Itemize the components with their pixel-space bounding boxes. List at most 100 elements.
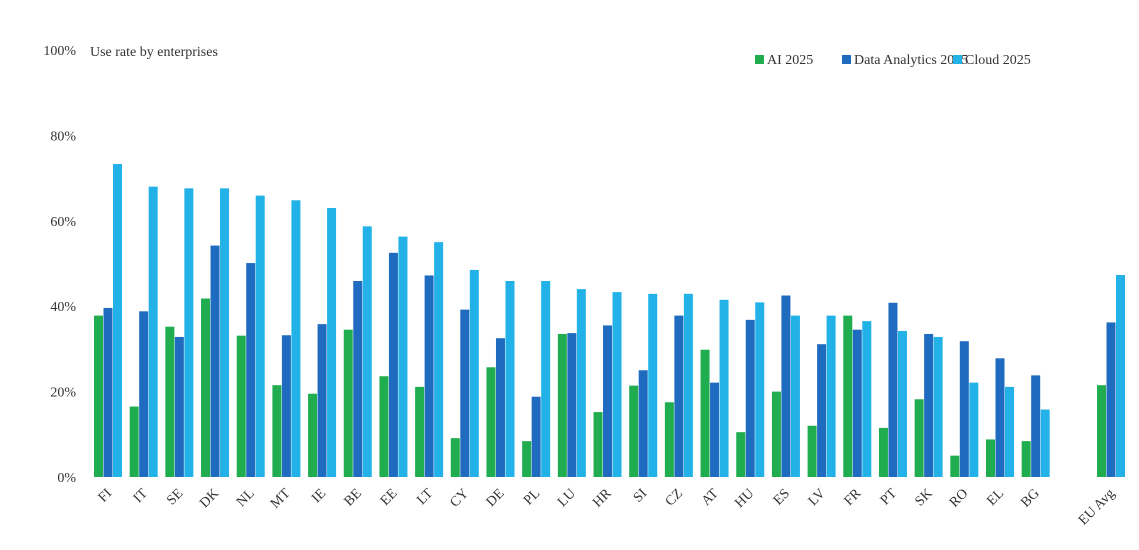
y-tick-label: 80% — [50, 129, 76, 144]
bar-ai-2025 — [522, 441, 532, 477]
bar-ai-2025 — [1097, 385, 1106, 477]
x-category-label: LV — [806, 486, 829, 509]
bar-cloud-2025 — [291, 200, 301, 477]
x-category-label: FI — [96, 486, 116, 506]
bar-cloud-2025 — [148, 186, 158, 477]
x-category-label: EL — [984, 486, 1007, 509]
bar-cloud-2025 — [362, 226, 372, 477]
bar-cloud-2025 — [255, 195, 265, 477]
bar-ai-2025 — [1021, 441, 1031, 477]
bar-cloud-2025 — [897, 330, 907, 477]
x-category-label: CY — [448, 486, 472, 510]
x-category-label: NL — [234, 486, 258, 510]
bar-ai-2025 — [986, 439, 995, 477]
x-category-label: SI — [631, 486, 651, 506]
x-category-label: LT — [414, 486, 436, 508]
bar-cloud-2025 — [612, 292, 622, 477]
bar-data-analytics-2025 — [460, 309, 470, 477]
bar-cloud-2025 — [683, 293, 693, 477]
x-category-label: PL — [521, 486, 543, 508]
bar-data-analytics-2025 — [781, 295, 791, 477]
bar-ai-2025 — [343, 329, 353, 477]
legend-label: AI 2025 — [767, 53, 813, 68]
bar-cloud-2025 — [1116, 275, 1125, 477]
bar-ai-2025 — [914, 399, 924, 477]
x-category-label: EE — [378, 486, 401, 509]
x-category-label: FR — [842, 486, 865, 509]
legend-swatch — [755, 55, 764, 64]
bar-cloud-2025 — [398, 236, 408, 477]
bar-data-analytics-2025 — [388, 252, 398, 477]
bar-data-analytics-2025 — [603, 325, 613, 477]
x-category-label: DE — [484, 486, 508, 510]
bar-cloud-2025 — [1040, 409, 1050, 477]
bar-data-analytics-2025 — [210, 245, 220, 477]
bar-ai-2025 — [236, 335, 246, 477]
bar-ai-2025 — [700, 349, 710, 477]
bar-ai-2025 — [593, 412, 603, 477]
bar-ai-2025 — [129, 406, 139, 477]
x-category-label: HU — [732, 486, 757, 511]
bar-cloud-2025 — [327, 207, 337, 478]
bar-cloud-2025 — [755, 302, 765, 477]
y-tick-label: 60% — [50, 215, 76, 230]
bar-cloud-2025 — [576, 289, 586, 477]
bar-ai-2025 — [629, 385, 639, 477]
x-category-label: AT — [699, 486, 722, 509]
bar-ai-2025 — [308, 393, 318, 477]
x-category-label: EU Avg — [1076, 486, 1118, 528]
bar-ai-2025 — [843, 315, 853, 477]
bar-cloud-2025 — [184, 188, 194, 477]
bar-ai-2025 — [486, 367, 496, 477]
bar-cloud-2025 — [113, 164, 122, 477]
legend-swatch — [842, 55, 851, 64]
bar-cloud-2025 — [648, 293, 658, 477]
x-category-label: LU — [555, 486, 579, 510]
bar-data-analytics-2025 — [103, 307, 113, 477]
y-axis-ticks: 0% 20% 40% 60% 80% 100% — [43, 44, 76, 486]
x-category-label: IE — [309, 486, 329, 506]
bar-cloud-2025 — [933, 336, 943, 477]
x-category-label: PT — [878, 486, 900, 508]
bar-cloud-2025 — [826, 315, 836, 477]
x-category-label: ES — [771, 486, 793, 508]
x-category-label: IT — [131, 486, 151, 506]
bar-cloud-2025 — [434, 242, 444, 477]
y-tick-label: 100% — [43, 44, 76, 59]
x-category-label: HR — [590, 486, 615, 511]
bar-ai-2025 — [165, 326, 175, 477]
x-category-label: SK — [912, 486, 935, 509]
bar-cloud-2025 — [719, 299, 729, 477]
y-tick-label: 0% — [57, 471, 76, 486]
x-category-label: SE — [164, 486, 186, 508]
bars — [94, 164, 1125, 478]
bar-data-analytics-2025 — [674, 315, 684, 477]
bar-ai-2025 — [771, 391, 781, 477]
bar-ai-2025 — [736, 432, 746, 477]
bar-cloud-2025 — [1005, 386, 1014, 477]
x-category-label: RO — [947, 486, 971, 510]
x-category-label: MT — [268, 486, 294, 512]
bar-ai-2025 — [950, 455, 960, 477]
bar-cloud-2025 — [469, 269, 479, 477]
x-category-label: BE — [342, 486, 365, 509]
bar-ai-2025 — [272, 385, 282, 477]
legend-swatch — [953, 55, 962, 64]
bar-cloud-2025 — [541, 281, 551, 477]
bar-ai-2025 — [379, 376, 389, 477]
bar-data-analytics-2025 — [139, 311, 149, 477]
x-category-label: BG — [1018, 486, 1042, 510]
chart-annotation: Use rate by enterprises — [90, 45, 218, 60]
x-category-label: CZ — [663, 486, 686, 509]
legend-label: Cloud 2025 — [965, 53, 1031, 68]
bar-data-analytics-2025 — [531, 396, 541, 477]
bar-data-analytics-2025 — [745, 319, 755, 477]
bar-cloud-2025 — [790, 315, 800, 477]
bar-data-analytics-2025 — [281, 335, 291, 477]
y-tick-label: 20% — [50, 386, 76, 401]
bar-ai-2025 — [415, 386, 425, 477]
bar-data-analytics-2025 — [888, 302, 898, 477]
bar-data-analytics-2025 — [317, 324, 327, 477]
bar-data-analytics-2025 — [710, 382, 720, 477]
